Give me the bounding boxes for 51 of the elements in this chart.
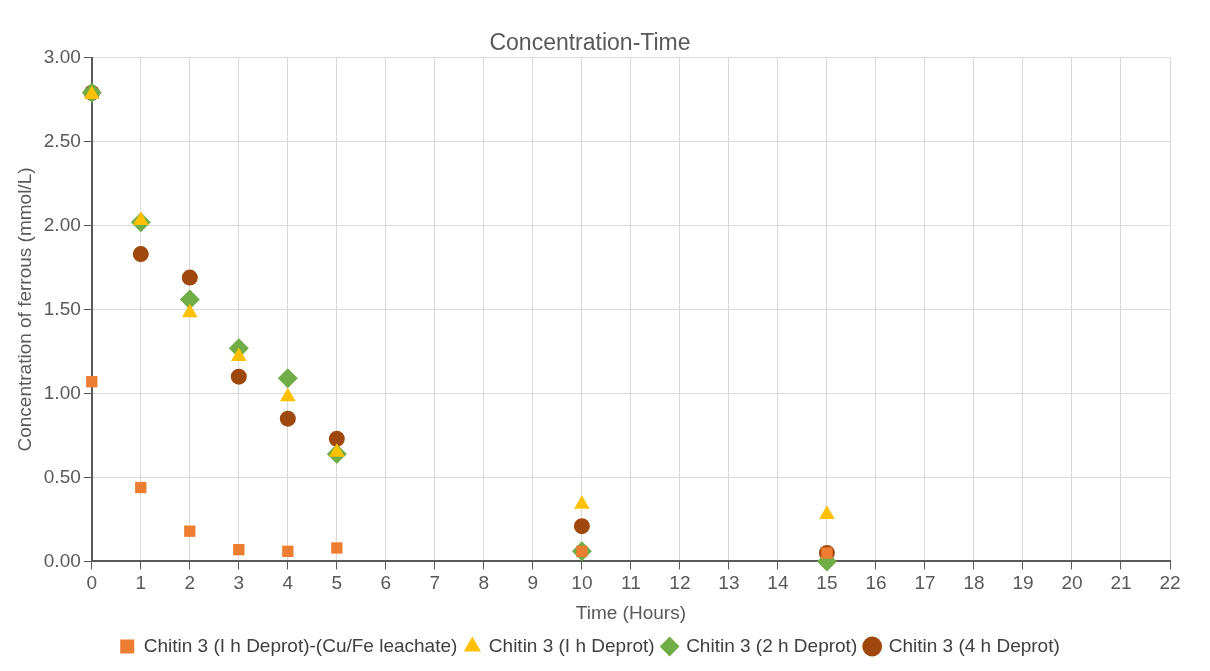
x-tick-label: 14 (767, 572, 789, 594)
point (86, 376, 98, 388)
legend-label: Chitin 3 (I h Deprot) (488, 634, 655, 656)
point (184, 525, 196, 537)
y-tick-label: 0.00 (43, 549, 81, 571)
point (573, 518, 590, 535)
x-tick-label: 21 (1110, 572, 1132, 594)
point (179, 289, 200, 310)
x-tick-label: 0 (86, 572, 98, 594)
y-tick-label: 2.50 (43, 129, 81, 151)
point (181, 269, 198, 286)
x-tick-label: 22 (1159, 572, 1181, 594)
x-tick-label: 6 (380, 572, 392, 594)
y-tick-label: 1.00 (43, 381, 81, 403)
point (328, 430, 345, 447)
legend-label: Chitin 3 (I h Deprot)-(Cu/Fe leachate) (143, 634, 458, 656)
x-tick-label: 4 (282, 572, 294, 594)
y-axis-title: Concentration of ferrous (mmol/L) (13, 167, 35, 452)
x-tick-label: 2 (184, 572, 196, 594)
legend-label: Chitin 3 (2 h Deprot) (686, 634, 858, 656)
x-tick-label: 15 (816, 572, 838, 594)
y-tick-label: 1.50 (43, 297, 81, 319)
y-tick-label: 0.50 (43, 465, 81, 487)
legend-label: Chitin 3 (4 h Deprot) (888, 634, 1060, 656)
x-tick-label: 16 (865, 572, 887, 594)
x-tick-label: 10 (571, 572, 593, 594)
x-tick-label: 7 (429, 572, 441, 594)
y-tick-label: 3.00 (43, 45, 81, 67)
point (277, 368, 298, 389)
point (230, 368, 247, 385)
x-tick-label: 18 (963, 572, 985, 594)
x-tick-label: 13 (718, 572, 740, 594)
x-tick-label: 3 (233, 572, 245, 594)
x-tick-label: 11 (621, 572, 641, 594)
x-axis-title: Time (Hours) (575, 601, 686, 623)
x-tick-label: 20 (1061, 572, 1083, 594)
point (331, 542, 343, 554)
point (279, 410, 296, 427)
x-tick-label: 1 (135, 572, 147, 594)
chart-title: Concentration-Time (489, 29, 691, 56)
x-tick-label: 5 (331, 572, 343, 594)
point (282, 545, 294, 557)
point (233, 543, 245, 556)
point (135, 481, 147, 494)
x-tick-label: 17 (914, 572, 936, 594)
x-tick-label: 9 (527, 572, 539, 594)
y-tick-label: 2.00 (43, 213, 81, 235)
x-tick-label: 12 (669, 572, 691, 594)
x-tick-label: 8 (478, 572, 490, 594)
x-tick-label: 19 (1012, 572, 1034, 594)
point (132, 246, 149, 263)
